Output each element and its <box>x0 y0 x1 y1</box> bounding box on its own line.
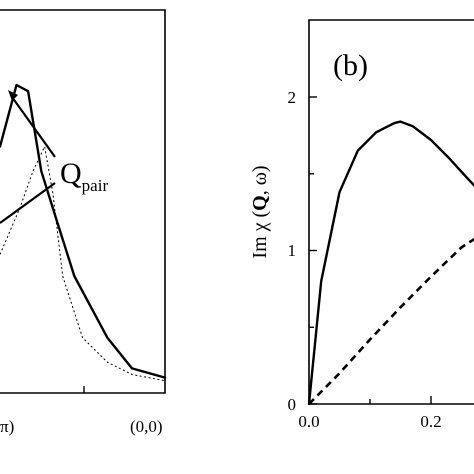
panel-a-series-solid <box>0 83 167 379</box>
panel-a-pointer-lower <box>0 182 56 224</box>
panel-a-annotation-q: Q <box>60 157 82 190</box>
panel-a-pointer-upper <box>11 96 56 158</box>
panel-a-annotation: Qpair <box>60 157 108 195</box>
panel-b-label: (b) <box>333 49 368 82</box>
panel-b-ylabel-prefix: Im χ ( <box>249 210 271 258</box>
panel-b-xtick-label-0: 0.0 <box>298 412 319 431</box>
panel-a-xtick-label-1: (0,0) <box>130 417 163 436</box>
panel-b-ylabel-bold: Q <box>249 195 271 211</box>
panel-b: 0 1 2 0.0 0.2 (b) Im χ (Q, ω) <box>249 19 474 431</box>
panel-b-ytick-label-0: 0 <box>288 395 297 414</box>
panel-a-xtick-label-0: π) <box>0 417 14 436</box>
panel-a: Qpair π) (0,0) <box>0 9 167 436</box>
panel-b-ylabel-suffix: , ω) <box>249 165 271 195</box>
panel-b-xtick-label-1: 0.2 <box>420 412 441 431</box>
panel-a-series-dotted <box>0 144 166 382</box>
panel-b-series-group <box>307 120 474 406</box>
panel-a-annotation-subscript: pair <box>82 176 109 195</box>
panel-b-frame <box>308 19 474 405</box>
panel-a-series-group <box>0 83 167 382</box>
panel-a-frame <box>0 9 166 394</box>
panel-b-series-solid <box>307 120 474 406</box>
panel-a-pointer-arrowhead <box>8 90 18 101</box>
panel-b-ylabel: Im χ (Q, ω) <box>249 165 271 258</box>
panel-b-ytick-label-2: 2 <box>288 88 297 107</box>
panel-b-ytick-label-1: 1 <box>288 241 297 260</box>
panel-b-series-dashed <box>308 237 474 405</box>
